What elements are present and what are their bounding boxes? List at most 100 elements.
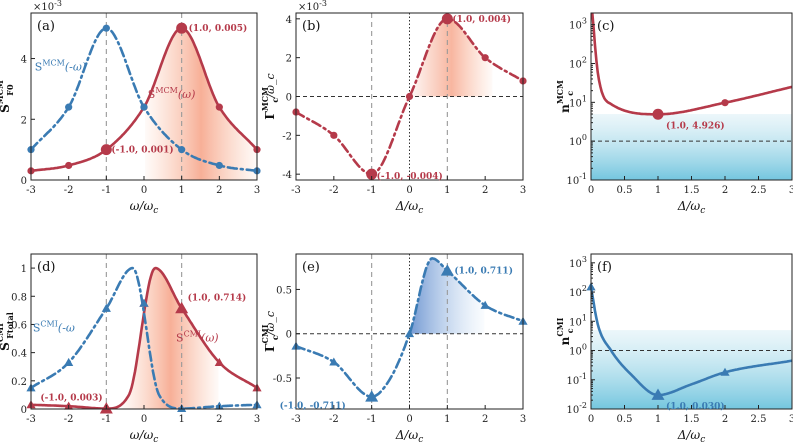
ylabel-main: S bbox=[0, 104, 12, 113]
x-tick-label: 2 bbox=[216, 414, 222, 425]
x-tick-label: -1 bbox=[367, 185, 377, 196]
x-tick-label: -2 bbox=[329, 414, 339, 425]
x-tick-label: -3 bbox=[26, 185, 36, 196]
y-axis-label: ΓCMIc/ω_c bbox=[260, 311, 280, 352]
tick-base: 10 bbox=[569, 259, 582, 270]
x-axis-label: Δ/ωc bbox=[395, 428, 424, 445]
tick-exponent: 3 bbox=[582, 255, 587, 264]
ylabel-main: Γ bbox=[263, 343, 277, 352]
x-tick-label: 1.5 bbox=[684, 414, 700, 425]
x-tick-label: 0 bbox=[141, 414, 147, 425]
data-point bbox=[100, 144, 112, 156]
x-tick-label: 0 bbox=[588, 414, 594, 425]
data-annotation: (1.0, 0.005) bbox=[189, 23, 248, 34]
tick-exponent: 2 bbox=[582, 284, 587, 293]
x-tick-label: 0 bbox=[141, 185, 147, 196]
lbl-sup: CMI bbox=[184, 329, 201, 338]
x-tick-label: 3 bbox=[254, 414, 260, 425]
xlabel-sub: c bbox=[153, 206, 158, 216]
y-tick-label: 0 bbox=[286, 330, 292, 341]
y-tick-label: 10-1 bbox=[566, 172, 587, 187]
ylabel-sup: MCM bbox=[555, 80, 565, 104]
x-tick-label: -2 bbox=[329, 185, 339, 196]
x-tick-label: 3 bbox=[789, 414, 793, 425]
xlabel-sub: c bbox=[700, 435, 705, 445]
xlabel-main: Δ/ω bbox=[395, 428, 419, 442]
ylabel-sup: MCM bbox=[0, 80, 5, 104]
y-tick-label: 2 bbox=[286, 54, 292, 65]
ylabel-sub: c bbox=[565, 328, 575, 333]
x-tick-label: -3 bbox=[291, 414, 301, 425]
y-tick-label: 0 bbox=[286, 93, 292, 104]
tick-exponent: -1 bbox=[579, 372, 587, 381]
shaded-area bbox=[410, 258, 485, 334]
lbl-main: S bbox=[148, 88, 156, 101]
y-tick-label: 1 bbox=[21, 264, 27, 275]
ylabel-sub: c bbox=[270, 98, 280, 103]
x-tick-label: -1 bbox=[367, 414, 377, 425]
axis-multiplier: ×10-3 bbox=[298, 0, 327, 13]
mult-base: ×10 bbox=[33, 2, 54, 13]
data-point bbox=[101, 303, 111, 312]
data-point bbox=[405, 92, 414, 101]
ylabel-tail: /ω_c bbox=[264, 311, 277, 336]
x-tick-label: 1 bbox=[655, 185, 661, 196]
y-tick-label: 0.2 bbox=[11, 377, 27, 388]
y-tick-label: -2 bbox=[282, 131, 292, 142]
data-point bbox=[720, 367, 730, 376]
data-annotation: (-1.0, -0.711) bbox=[280, 401, 346, 412]
ylabel-sup: CMI bbox=[260, 324, 270, 343]
y-tick-label: 100 bbox=[569, 343, 587, 358]
data-point bbox=[329, 357, 339, 366]
lbl-tail: (ω) bbox=[201, 331, 219, 344]
x-tick-label: -2 bbox=[64, 414, 74, 425]
tick-base: 10 bbox=[569, 317, 582, 328]
tick-base: 10 bbox=[569, 288, 582, 299]
axis-multiplier: ×10-3 bbox=[33, 0, 62, 13]
data-point bbox=[481, 54, 489, 62]
series-legend-label: SMCM(ω) bbox=[148, 86, 196, 101]
y-tick-label: -0.5 bbox=[273, 374, 292, 385]
xlabel-main: Δ/ω bbox=[677, 199, 701, 213]
x-tick-label: 2 bbox=[482, 185, 488, 196]
y-tick-label: 0.4 bbox=[11, 349, 27, 360]
x-tick-label: 2.5 bbox=[751, 185, 767, 196]
data-point bbox=[652, 108, 664, 120]
y-tick-label: -4 bbox=[282, 170, 292, 181]
tick-base: 10 bbox=[569, 137, 582, 148]
ylabel-main: n bbox=[558, 336, 572, 345]
lbl-main: S bbox=[33, 322, 41, 335]
x-tick-label: 2 bbox=[722, 414, 728, 425]
x-tick-label: 0 bbox=[406, 185, 412, 196]
data-annotation: (1.0, 0.030) bbox=[666, 401, 725, 412]
data-annotation: (-1.0, -0.004) bbox=[377, 171, 443, 182]
x-tick-label: 0.5 bbox=[617, 414, 633, 425]
ylabel-sub: Ftotal bbox=[5, 312, 15, 339]
y-tick-label: 103 bbox=[569, 17, 587, 32]
data-point bbox=[102, 24, 110, 32]
x-tick-label: 2 bbox=[482, 414, 488, 425]
y-tick-label: 10-1 bbox=[566, 372, 587, 387]
x-tick-label: -3 bbox=[26, 414, 36, 425]
panel-label: (f) bbox=[597, 260, 612, 275]
y-tick-label: 0.8 bbox=[11, 292, 27, 303]
ylabel-sup: CMI bbox=[555, 317, 565, 336]
x-tick-label: -2 bbox=[64, 185, 74, 196]
plot-area bbox=[591, 13, 792, 180]
x-tick-label: 1 bbox=[178, 185, 184, 196]
data-point bbox=[215, 161, 223, 170]
tick-base: 10 bbox=[566, 176, 579, 187]
y-tick-label: 2 bbox=[21, 115, 27, 126]
panel-label: (a) bbox=[37, 19, 55, 34]
ylabel-sub: c bbox=[565, 91, 575, 96]
panel-f: 0 0.5 1 1.5 2 2.5 310-210-1100101102103(f)Δ/ωc… bbox=[555, 253, 793, 445]
saturation-band bbox=[591, 330, 792, 409]
ylabel-main: n bbox=[558, 104, 572, 113]
y-tick-label: 101 bbox=[569, 94, 587, 109]
tick-base: 10 bbox=[569, 21, 582, 32]
data-point bbox=[441, 13, 453, 25]
data-point bbox=[176, 22, 188, 34]
data-point bbox=[65, 103, 73, 111]
